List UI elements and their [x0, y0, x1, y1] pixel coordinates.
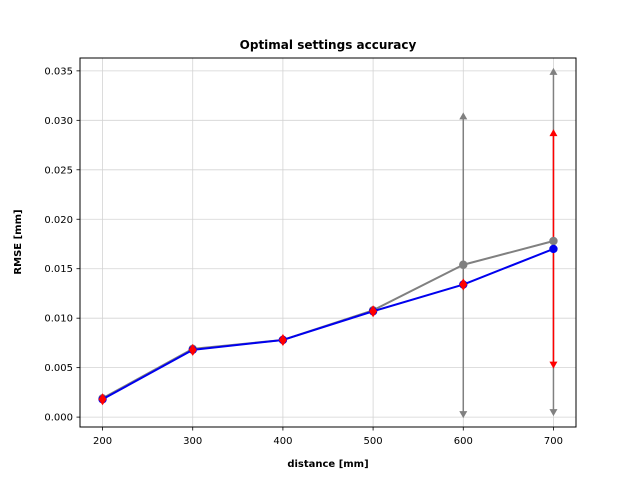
y-tick-label: 0.005: [44, 363, 73, 374]
chart-title: Optimal settings accuracy: [240, 38, 417, 52]
red-diamond-marker: [278, 333, 287, 346]
y-tick-label: 0.015: [44, 264, 73, 275]
x-tick-label: 700: [544, 436, 563, 447]
red-diamond-marker: [369, 305, 378, 318]
plot-frame: [79, 57, 577, 428]
x-tick-label: 400: [273, 436, 292, 447]
ticks: 200 300 400 500 600 700 0.000 0.005 0.010 0.015 0.…: [44, 66, 563, 447]
x-axis-title: distance [mm]: [287, 459, 368, 470]
x-tick-label: 300: [183, 436, 202, 447]
y-tick-label: 0.010: [44, 314, 73, 325]
y-tick-label: 0.030: [44, 116, 73, 127]
error-bar-cap-up: [549, 67, 558, 75]
x-tick-label: 600: [454, 436, 473, 447]
error-bar-cap-down: [549, 409, 558, 417]
error-bar-cap-down: [459, 411, 468, 419]
y-axis-title: RMSE [mm]: [13, 209, 24, 274]
error-bar-cap-up: [459, 112, 468, 120]
y-tick-label: 0.000: [44, 413, 73, 424]
data-point: [459, 260, 468, 269]
series-line-1: [102, 248, 554, 401]
data-point: [549, 244, 558, 254]
error-bar-cap-up: [549, 129, 558, 137]
y-tick-label: 0.025: [44, 165, 73, 176]
x-tick-label: 200: [93, 436, 112, 447]
y-tick-label: 0.020: [44, 215, 73, 226]
series: [98, 236, 558, 406]
red-diamond-marker: [98, 393, 107, 406]
data-point: [549, 236, 558, 246]
error-bar-cap-down: [549, 361, 558, 369]
y-tick-label: 0.035: [44, 66, 73, 77]
x-tick-label: 500: [364, 436, 383, 447]
series-line-0: [102, 240, 554, 400]
red-diamond-marker: [459, 278, 468, 291]
red-diamond-marker: [188, 343, 197, 356]
